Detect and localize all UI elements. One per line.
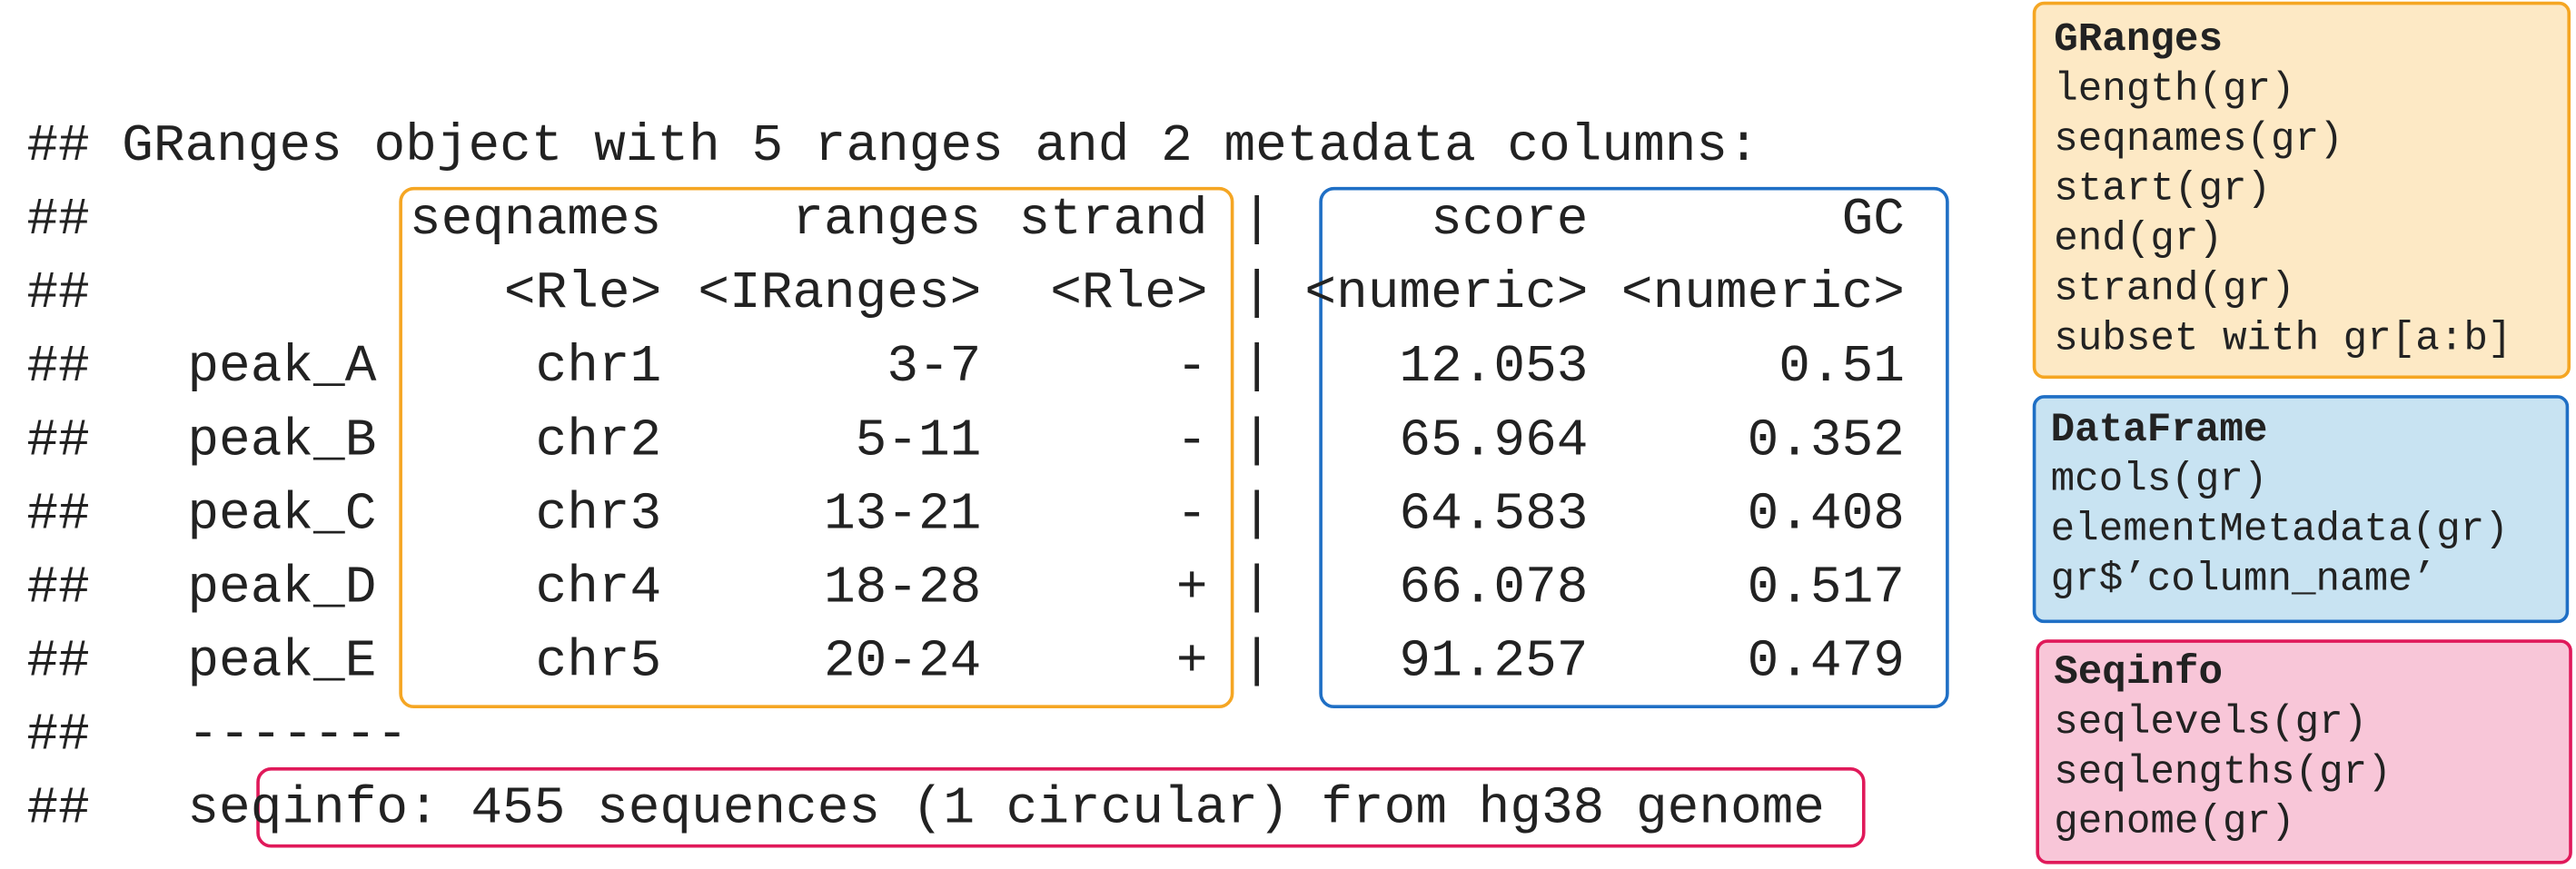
column-separator: | xyxy=(1241,558,1273,617)
panel-title: GRanges xyxy=(2054,17,2223,63)
panel-item: end(gr) xyxy=(2054,217,2223,262)
column-separator: | xyxy=(1241,632,1273,691)
cell: 12.053 xyxy=(1399,338,1588,397)
row-name: peak_E xyxy=(187,632,376,691)
cell: chr5 xyxy=(536,632,662,691)
cell: chr3 xyxy=(536,485,662,544)
granges-panel xyxy=(2032,1,2571,380)
cell: 0.408 xyxy=(1748,485,1905,544)
panel-item: genome(gr) xyxy=(2054,800,2294,845)
cell: chr4 xyxy=(536,558,662,617)
cell: 0.517 xyxy=(1748,558,1905,617)
row-name: peak_C xyxy=(187,485,376,544)
column-separator: | xyxy=(1241,264,1273,323)
cell: + xyxy=(1176,632,1208,691)
line-prefix: ## xyxy=(26,117,89,176)
cell: - xyxy=(1176,485,1208,544)
dataframe-panel xyxy=(2032,395,2570,624)
panel-title: DataFrame xyxy=(2051,408,2268,453)
panel-item: seqlevels(gr) xyxy=(2054,700,2367,746)
line-prefix: ## xyxy=(26,706,89,765)
row-name: peak_D xyxy=(187,558,376,617)
granges-highlight xyxy=(399,186,1234,709)
cell: 0.51 xyxy=(1778,338,1905,397)
cell: 13-21 xyxy=(824,485,981,544)
row-name: peak_A xyxy=(187,338,376,397)
panel-item: subset with gr[a:b] xyxy=(2054,316,2512,361)
panel-item: seqnames(gr) xyxy=(2054,117,2343,163)
seqinfo-highlight xyxy=(256,767,1866,848)
column-separator: | xyxy=(1241,411,1273,470)
seqinfo-line: seqinfo: 455 sequences (1 circular) from… xyxy=(187,779,1825,838)
line-prefix: ## xyxy=(26,264,89,323)
cell: - xyxy=(1176,338,1208,397)
line-prefix: ## xyxy=(26,780,89,839)
column-type: <numeric> xyxy=(1621,264,1905,323)
column-header: GC xyxy=(1842,191,1905,250)
column-header: strand xyxy=(1019,191,1208,250)
column-header: score xyxy=(1431,191,1588,250)
line-prefix: ## xyxy=(26,191,89,250)
cell: 91.257 xyxy=(1399,632,1588,691)
cell: chr2 xyxy=(536,411,662,470)
cell: - xyxy=(1176,411,1208,470)
cell: 66.078 xyxy=(1399,558,1588,617)
panel-item: mcols(gr) xyxy=(2051,458,2268,503)
cell: 5-11 xyxy=(856,411,982,470)
line-prefix: ## xyxy=(26,632,89,691)
line-prefix: ## xyxy=(26,558,89,617)
column-separator: | xyxy=(1241,485,1273,544)
divider: ------- xyxy=(187,706,408,765)
column-type: <numeric> xyxy=(1304,264,1588,323)
cell: chr1 xyxy=(536,338,662,397)
cell: 18-28 xyxy=(824,558,981,617)
column-header: ranges xyxy=(792,191,981,250)
line-prefix: ## xyxy=(26,338,89,397)
column-type: <IRanges> xyxy=(698,264,981,323)
row-name: peak_B xyxy=(187,411,376,470)
column-separator: | xyxy=(1241,191,1273,250)
cell: 0.479 xyxy=(1748,632,1905,691)
line-prefix: ## xyxy=(26,485,89,544)
line-prefix: ## xyxy=(26,411,89,470)
cell: 65.964 xyxy=(1399,411,1588,470)
header: GRanges object with 5 ranges and 2 metad… xyxy=(122,117,1759,176)
column-type: <Rle> xyxy=(1050,264,1207,323)
panel-item: strand(gr) xyxy=(2054,266,2294,311)
cell: 20-24 xyxy=(824,632,981,691)
cell: 0.352 xyxy=(1748,411,1905,470)
panel-item: seqlengths(gr) xyxy=(2054,750,2392,795)
panel-item: length(gr) xyxy=(2054,67,2294,113)
panel-item: elementMetadata(gr) xyxy=(2051,508,2509,553)
panel-item: gr$’column_name’ xyxy=(2051,557,2437,602)
metadata-highlight xyxy=(1319,186,1949,709)
column-header: seqnames xyxy=(410,191,661,250)
cell: 3-7 xyxy=(887,338,981,397)
seqinfo-panel xyxy=(2036,639,2572,864)
cell: 64.583 xyxy=(1399,485,1588,544)
cell: + xyxy=(1176,558,1208,617)
panel-item: start(gr) xyxy=(2054,167,2271,212)
panel-title: Seqinfo xyxy=(2054,650,2223,696)
column-separator: | xyxy=(1241,338,1273,397)
column-type: <Rle> xyxy=(504,264,661,323)
